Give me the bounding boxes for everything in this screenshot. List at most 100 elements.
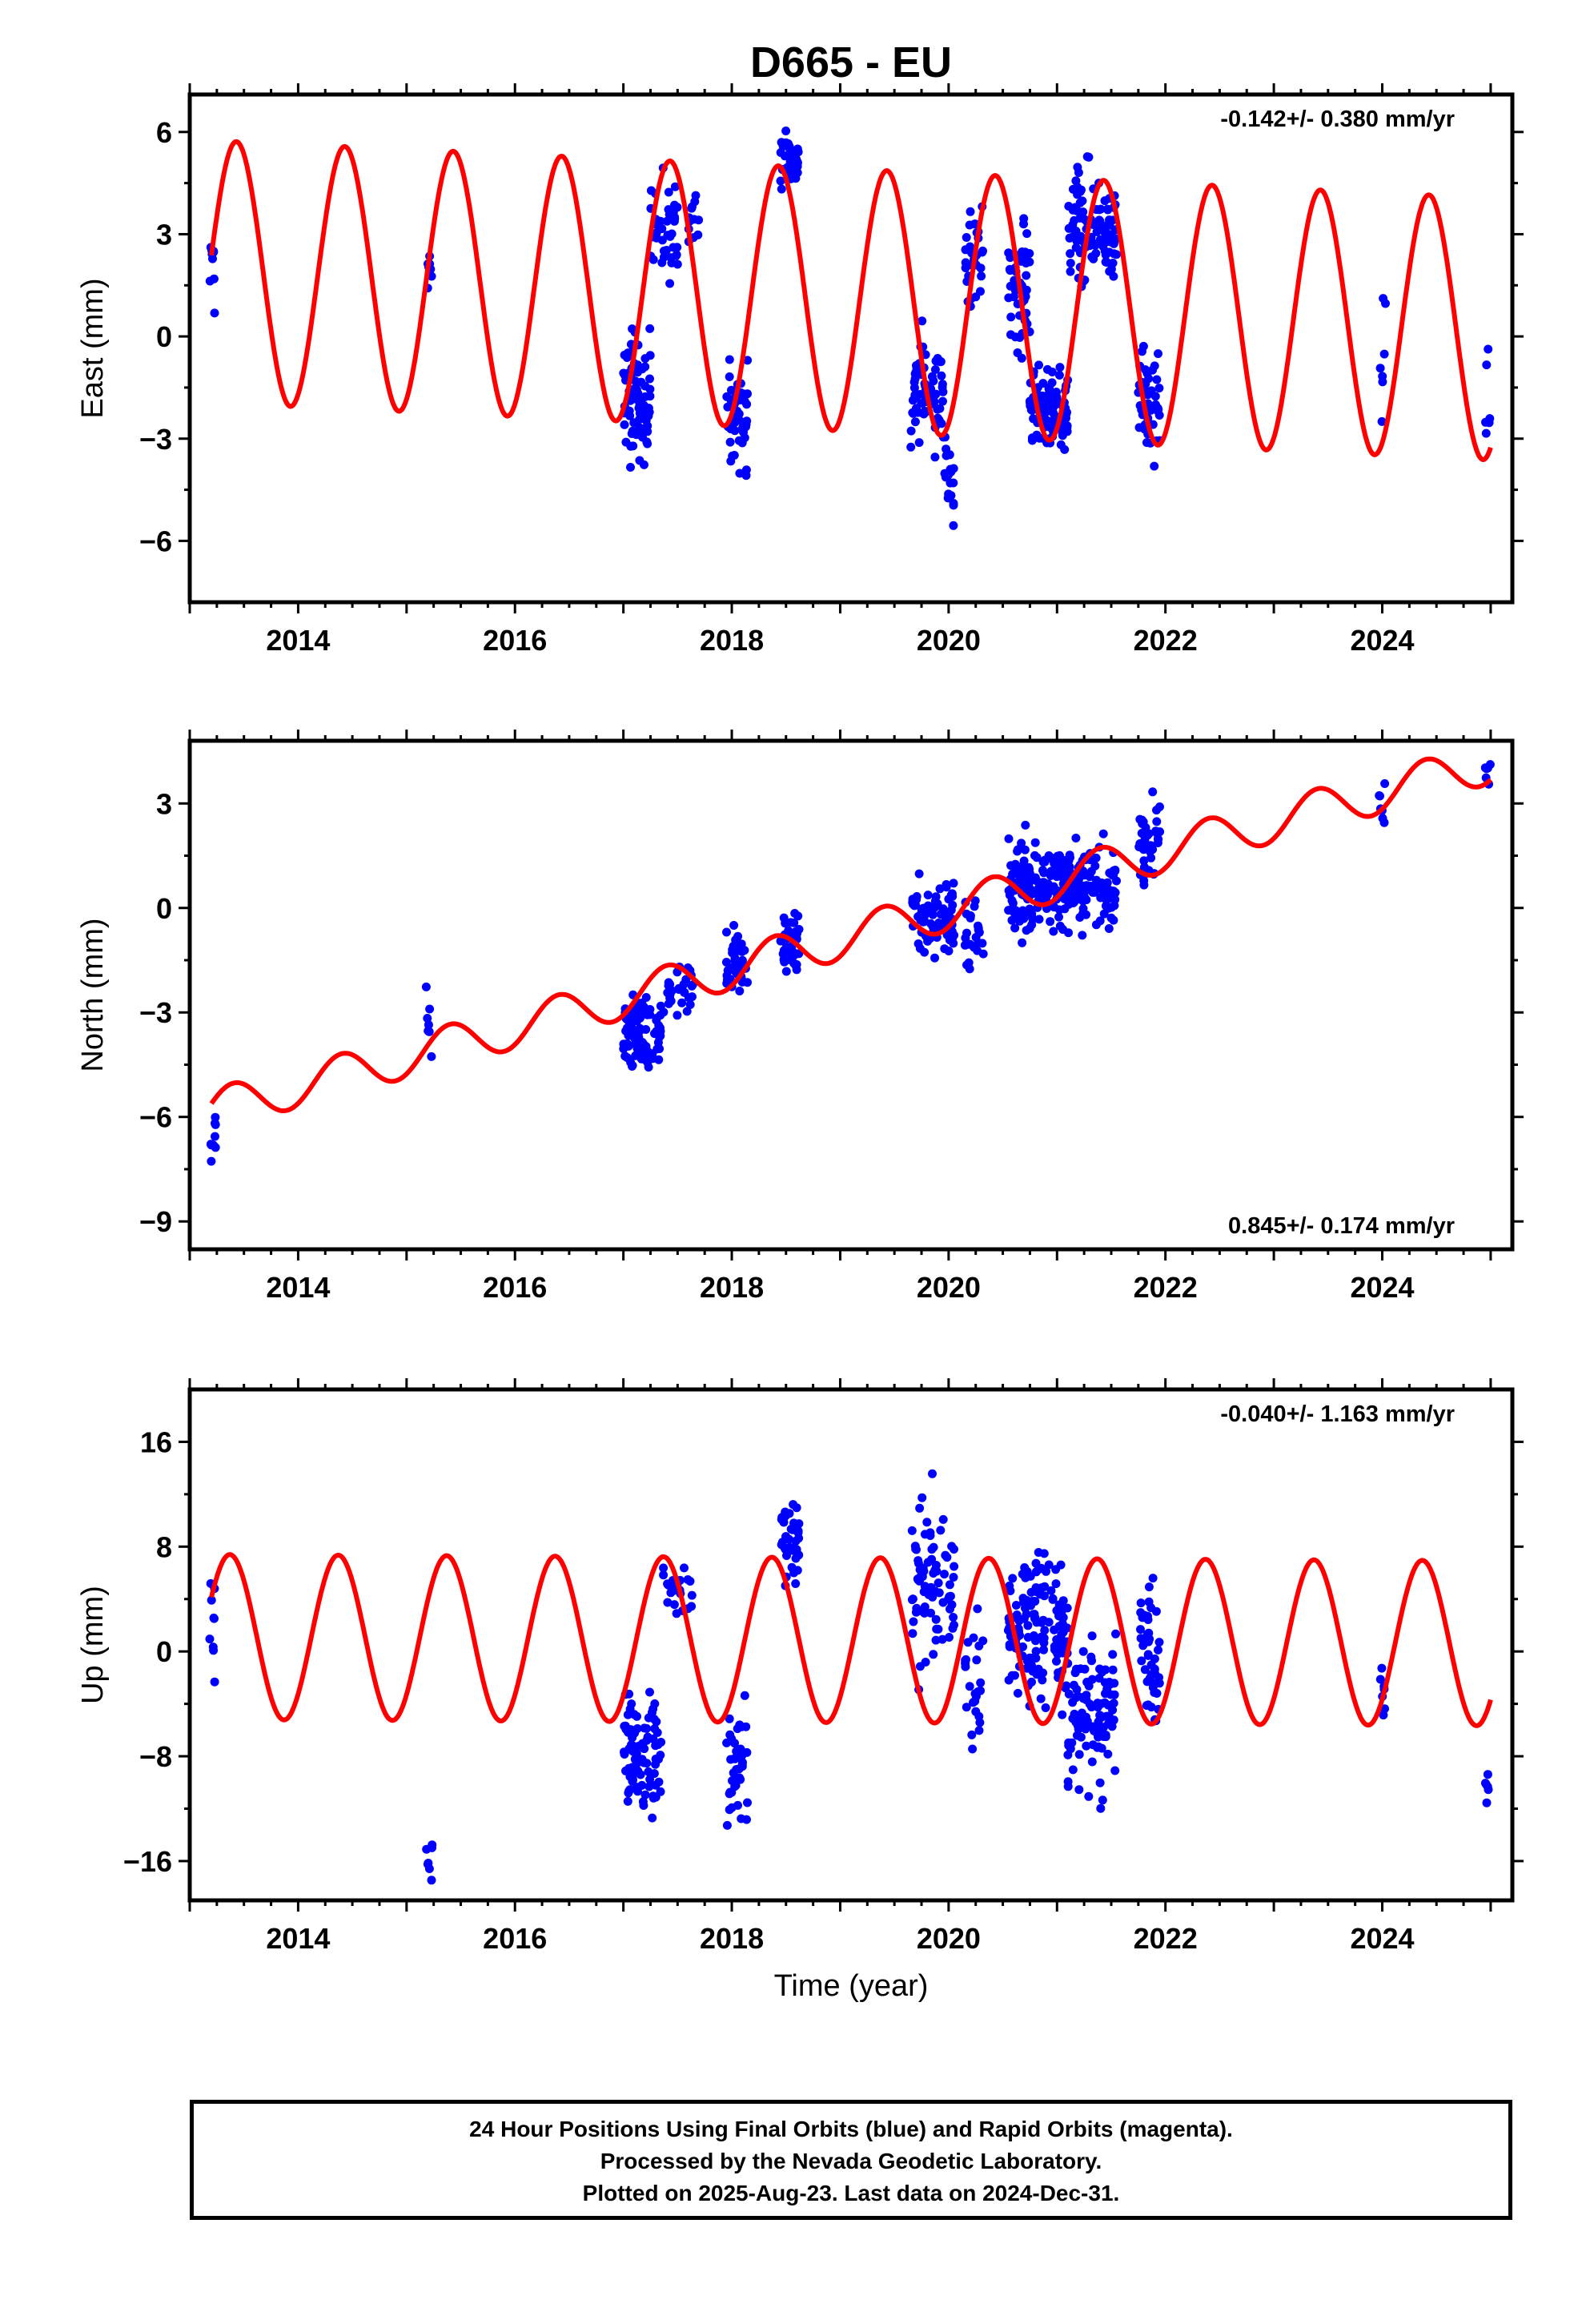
- observation-point: [620, 370, 629, 380]
- observation-point: [966, 911, 975, 920]
- observation-point: [1022, 271, 1031, 280]
- observation-point: [743, 978, 752, 987]
- observation-point: [1140, 1610, 1150, 1620]
- observation-point: [1051, 1579, 1061, 1589]
- observation-point: [945, 1592, 954, 1602]
- observation-point: [1050, 1645, 1059, 1655]
- observation-point: [908, 899, 917, 909]
- x-tick-label: 2022: [1134, 624, 1198, 657]
- rate-annotation-north: 0.845+/- 0.174 mm/yr: [1228, 1213, 1455, 1239]
- observation-point: [1140, 1665, 1150, 1675]
- observation-point: [1154, 1645, 1162, 1655]
- observation-point: [1088, 1740, 1098, 1750]
- observation-point: [207, 1595, 216, 1605]
- observation-point: [427, 1876, 436, 1885]
- observation-point: [1019, 910, 1029, 919]
- observation-point: [687, 1590, 697, 1600]
- observation-point: [1146, 842, 1156, 851]
- observation-point: [428, 1843, 436, 1852]
- observation-point: [1485, 760, 1495, 770]
- observation-point: [1098, 242, 1108, 251]
- observation-point: [1066, 249, 1075, 259]
- observation-point: [1377, 1663, 1387, 1673]
- observation-point: [1024, 862, 1034, 872]
- observation-point: [946, 891, 956, 900]
- observation-point: [1483, 1782, 1492, 1791]
- x-tick-label: 2024: [1350, 1271, 1414, 1304]
- observation-point: [743, 356, 753, 365]
- observation-point: [938, 396, 947, 406]
- observation-point: [1019, 214, 1029, 223]
- observation-point: [1095, 235, 1105, 244]
- observation-point: [1008, 870, 1018, 879]
- observation-point: [1078, 931, 1087, 940]
- observation-point: [940, 1570, 949, 1579]
- observation-point: [723, 402, 733, 412]
- observation-point: [1087, 1757, 1097, 1767]
- observation-point: [945, 1633, 954, 1642]
- observation-point: [1064, 856, 1074, 866]
- observation-point: [646, 186, 656, 195]
- observation-point: [628, 1776, 637, 1786]
- observation-point: [1008, 1574, 1018, 1583]
- observation-point: [726, 1755, 736, 1764]
- observation-point: [655, 1032, 665, 1042]
- observation-point: [1007, 915, 1017, 925]
- observation-point: [1082, 1741, 1091, 1751]
- observation-point: [934, 1624, 943, 1634]
- observation-point: [1038, 857, 1048, 866]
- observation-point: [1034, 915, 1044, 924]
- observation-point: [1023, 1621, 1033, 1630]
- observation-point: [652, 1728, 662, 1737]
- observation-point: [1018, 938, 1027, 947]
- observation-point: [1064, 928, 1073, 938]
- y-tick-label: 16: [140, 1425, 172, 1458]
- observation-point: [1152, 828, 1162, 838]
- observation-point: [1112, 250, 1121, 259]
- observation-point: [1089, 254, 1098, 263]
- observation-point: [1022, 1610, 1031, 1619]
- observation-point: [1108, 1665, 1118, 1675]
- observation-point: [977, 271, 986, 281]
- observation-point: [1021, 820, 1030, 830]
- plot-frame-up: [187, 1387, 1515, 1903]
- y-tick-label: −3: [139, 996, 172, 1029]
- observation-point: [1034, 433, 1044, 443]
- observation-point: [1058, 1635, 1066, 1645]
- observation-point: [929, 1650, 938, 1659]
- y-axis-label-up: Up (mm): [76, 1586, 110, 1704]
- observation-point: [1481, 428, 1491, 438]
- observation-point: [734, 1749, 744, 1759]
- observation-point: [1140, 836, 1150, 845]
- observation-point: [933, 404, 942, 414]
- observation-point: [950, 1620, 958, 1630]
- x-tick-label: 2024: [1350, 624, 1414, 657]
- observation-point: [1050, 858, 1059, 868]
- observation-point: [1076, 231, 1086, 241]
- observation-point: [1083, 1679, 1093, 1688]
- observation-point: [652, 228, 661, 238]
- observation-point: [974, 925, 983, 935]
- observation-point: [1087, 1631, 1097, 1641]
- observation-point: [1038, 379, 1048, 388]
- observation-point: [1010, 923, 1020, 933]
- observation-point: [917, 316, 927, 326]
- observation-point: [683, 1575, 693, 1584]
- observation-point: [1152, 375, 1162, 384]
- observation-point: [785, 145, 795, 155]
- observation-point: [1138, 347, 1146, 356]
- observation-point: [659, 1563, 669, 1573]
- observation-point: [1082, 895, 1091, 905]
- observation-point: [1106, 913, 1116, 923]
- observation-point: [1099, 909, 1109, 919]
- footer-note: 24 Hour Positions Using Final Orbits (bl…: [190, 2100, 1512, 2220]
- x-tick-label: 2020: [917, 1922, 981, 1955]
- observation-point: [722, 971, 732, 980]
- observation-point: [1031, 1647, 1041, 1656]
- observation-point: [624, 1788, 633, 1798]
- y-tick-label: −3: [139, 423, 172, 456]
- x-tick-label: 2022: [1134, 1271, 1198, 1304]
- observation-point: [929, 1569, 938, 1578]
- observation-point: [949, 939, 958, 948]
